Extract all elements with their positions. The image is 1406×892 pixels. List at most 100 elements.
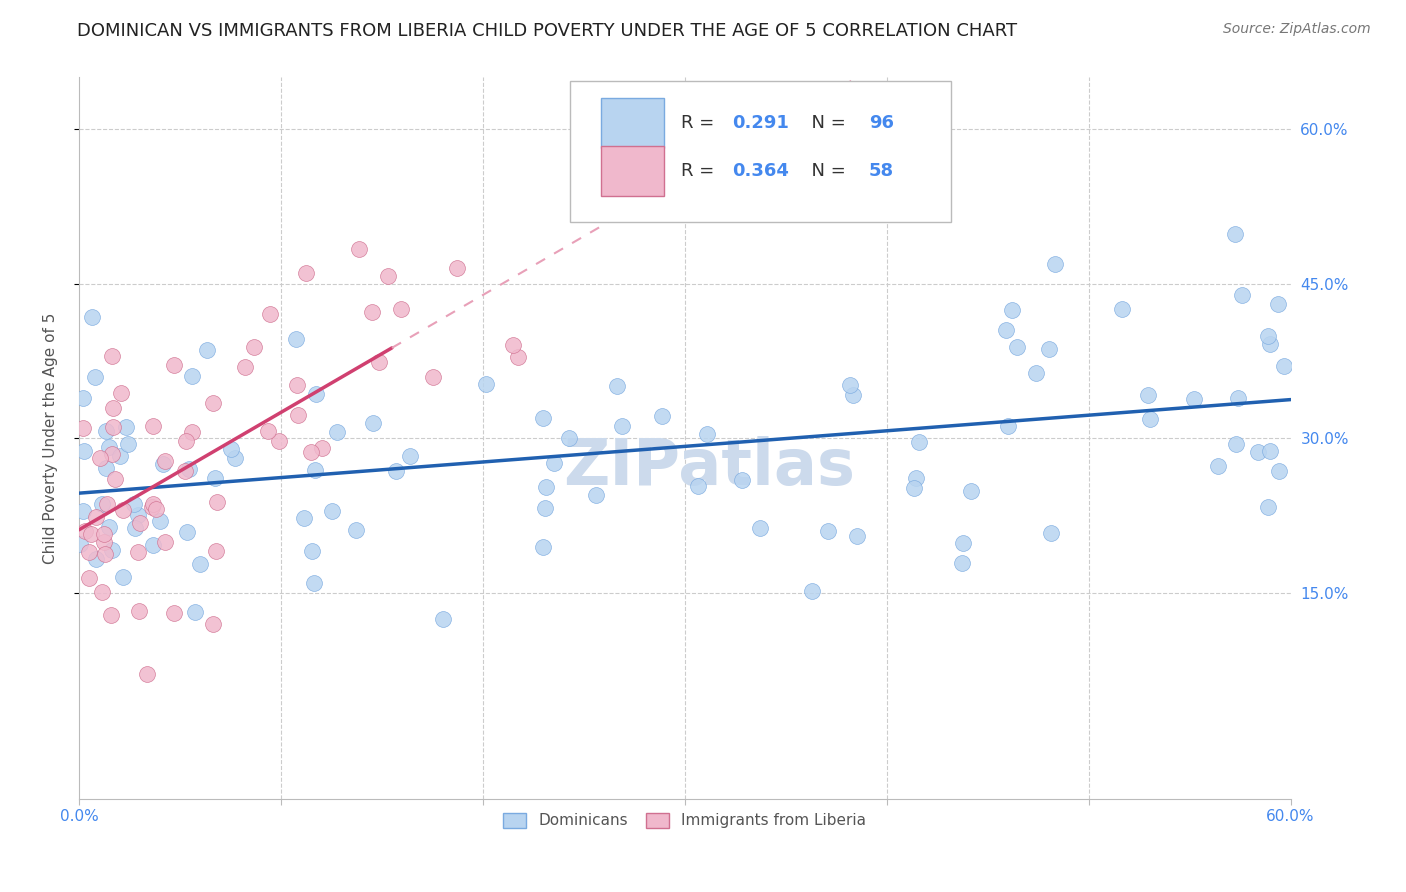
Point xyxy=(142,537,165,551)
Point xyxy=(79,527,101,541)
Point xyxy=(174,434,197,448)
Point xyxy=(108,449,131,463)
Point xyxy=(100,607,122,622)
Point xyxy=(292,510,315,524)
Y-axis label: Child Poverty Under the Age of 5: Child Poverty Under the Age of 5 xyxy=(44,312,58,564)
Point xyxy=(422,370,444,384)
Point xyxy=(96,424,118,438)
Point xyxy=(1267,297,1289,311)
Point xyxy=(817,524,839,538)
Point xyxy=(304,463,326,477)
Point xyxy=(748,521,770,535)
Point xyxy=(294,266,316,280)
Point xyxy=(77,544,100,558)
Point xyxy=(72,443,94,458)
Point xyxy=(136,667,159,681)
Text: Source: ZipAtlas.com: Source: ZipAtlas.com xyxy=(1223,22,1371,37)
Point xyxy=(224,451,246,466)
Point xyxy=(72,504,94,518)
Point xyxy=(86,552,108,566)
Point xyxy=(98,520,121,534)
Point xyxy=(128,516,150,531)
Point xyxy=(127,508,149,523)
Point xyxy=(1247,444,1270,458)
Point xyxy=(111,570,134,584)
Point xyxy=(651,409,673,423)
Point xyxy=(124,520,146,534)
Point xyxy=(952,536,974,550)
Point xyxy=(204,471,226,485)
Point xyxy=(1007,340,1029,354)
Point xyxy=(800,584,823,599)
Point xyxy=(259,306,281,320)
Point xyxy=(1182,392,1205,406)
Point xyxy=(305,387,328,401)
Point xyxy=(181,368,204,383)
Text: DOMINICAN VS IMMIGRANTS FROM LIBERIA CHILD POVERTY UNDER THE AGE OF 5 CORRELATIO: DOMINICAN VS IMMIGRANTS FROM LIBERIA CHI… xyxy=(77,22,1018,40)
Point xyxy=(162,606,184,620)
Point xyxy=(195,343,218,358)
Text: N =: N = xyxy=(800,162,852,180)
Point xyxy=(905,471,928,485)
Point xyxy=(377,268,399,283)
Point xyxy=(93,535,115,549)
Point xyxy=(180,425,202,439)
Point xyxy=(997,419,1019,434)
Point xyxy=(162,358,184,372)
Point xyxy=(531,410,554,425)
Point xyxy=(153,454,176,468)
Point xyxy=(94,461,117,475)
Text: 96: 96 xyxy=(869,114,894,132)
Text: 0.291: 0.291 xyxy=(733,114,789,132)
Point xyxy=(1111,301,1133,316)
Point xyxy=(89,450,111,465)
Point xyxy=(1260,443,1282,458)
Point xyxy=(98,440,121,454)
Point xyxy=(299,445,322,459)
Text: N =: N = xyxy=(800,114,852,132)
Point xyxy=(100,543,122,558)
Point xyxy=(94,547,117,561)
Point xyxy=(389,301,412,316)
Point xyxy=(533,501,555,516)
Text: ZIPatlas: ZIPatlas xyxy=(562,436,855,498)
Point xyxy=(93,526,115,541)
Point xyxy=(1258,337,1281,351)
Point xyxy=(207,495,229,509)
Point xyxy=(115,419,138,434)
Point xyxy=(91,584,114,599)
Point xyxy=(205,544,228,558)
Point xyxy=(398,450,420,464)
Point xyxy=(101,401,124,416)
Point xyxy=(384,464,406,478)
Point xyxy=(287,408,309,422)
Point xyxy=(1043,257,1066,271)
Point xyxy=(361,416,384,430)
Point xyxy=(610,419,633,434)
Point xyxy=(903,481,925,495)
Point xyxy=(177,462,200,476)
Point xyxy=(506,350,529,364)
Text: R =: R = xyxy=(681,162,720,180)
FancyBboxPatch shape xyxy=(602,146,664,196)
Point xyxy=(128,604,150,618)
Point xyxy=(696,426,718,441)
Point xyxy=(243,340,266,354)
Point xyxy=(1223,227,1246,241)
Point xyxy=(233,360,256,375)
Point xyxy=(104,472,127,486)
Point xyxy=(285,332,308,346)
Point xyxy=(221,442,243,457)
Point xyxy=(152,457,174,471)
Point xyxy=(122,497,145,511)
Point xyxy=(142,497,165,511)
Point xyxy=(558,431,581,445)
Point xyxy=(257,425,280,439)
Point xyxy=(360,305,382,319)
Point xyxy=(1226,391,1249,405)
Point xyxy=(101,419,124,434)
Point xyxy=(1025,367,1047,381)
Point xyxy=(79,571,101,585)
Point xyxy=(446,260,468,275)
Point xyxy=(1225,437,1247,451)
